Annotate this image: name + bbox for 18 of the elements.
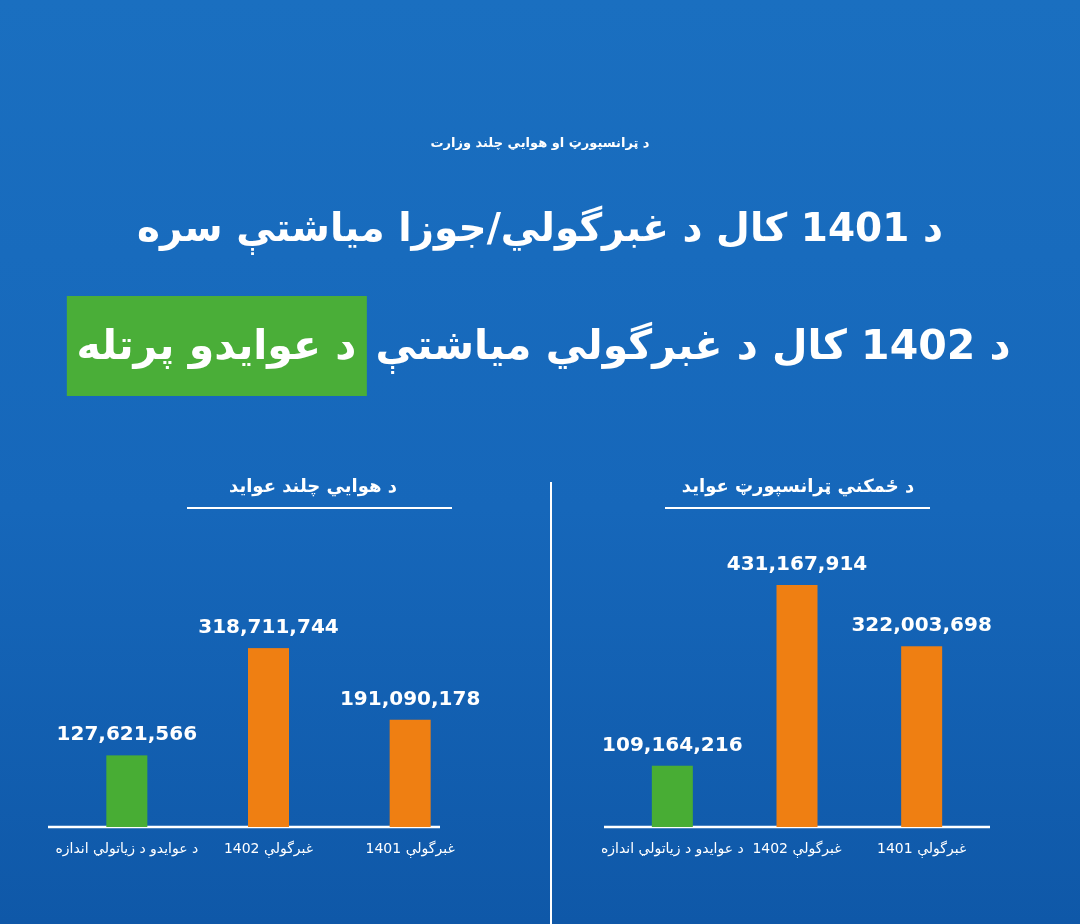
- category-label: غبرگولې 1401: [876, 839, 968, 860]
- data-label: 318,711,744: [197, 613, 340, 641]
- category-label: غبرگولې 1402: [751, 839, 843, 860]
- annotation: د 1401 کال د غبرگولي/جوزا مياشتې سره: [134, 192, 946, 264]
- category-label: د عوايدو د زياتولي اندازه: [599, 839, 745, 859]
- data-label: 109,164,216: [601, 730, 744, 758]
- data-label: 127,621,566: [55, 720, 199, 748]
- title: د هوايي چلند عوايد: [228, 473, 398, 499]
- category-label: غبرگولې 1401: [364, 839, 456, 860]
- title: د ځمکني ټرانسپورټ عوايد: [680, 473, 916, 499]
- annotation: د عوايدو پرتله: [66, 296, 367, 396]
- category-label: غبرگولې 1402: [222, 839, 315, 860]
- annotation: د 1402 کال د غبرگولي مياشتې: [372, 309, 1014, 383]
- data-label: 191,090,178: [338, 684, 482, 712]
- annotation: د ټرانسپورټ او هوايي چلند وزارت: [429, 134, 651, 153]
- data-label: 322,003,698: [850, 611, 993, 639]
- category-label: د عوايدو د زياتولي اندازه: [54, 839, 200, 859]
- data-label: 431,167,914: [725, 550, 869, 577]
